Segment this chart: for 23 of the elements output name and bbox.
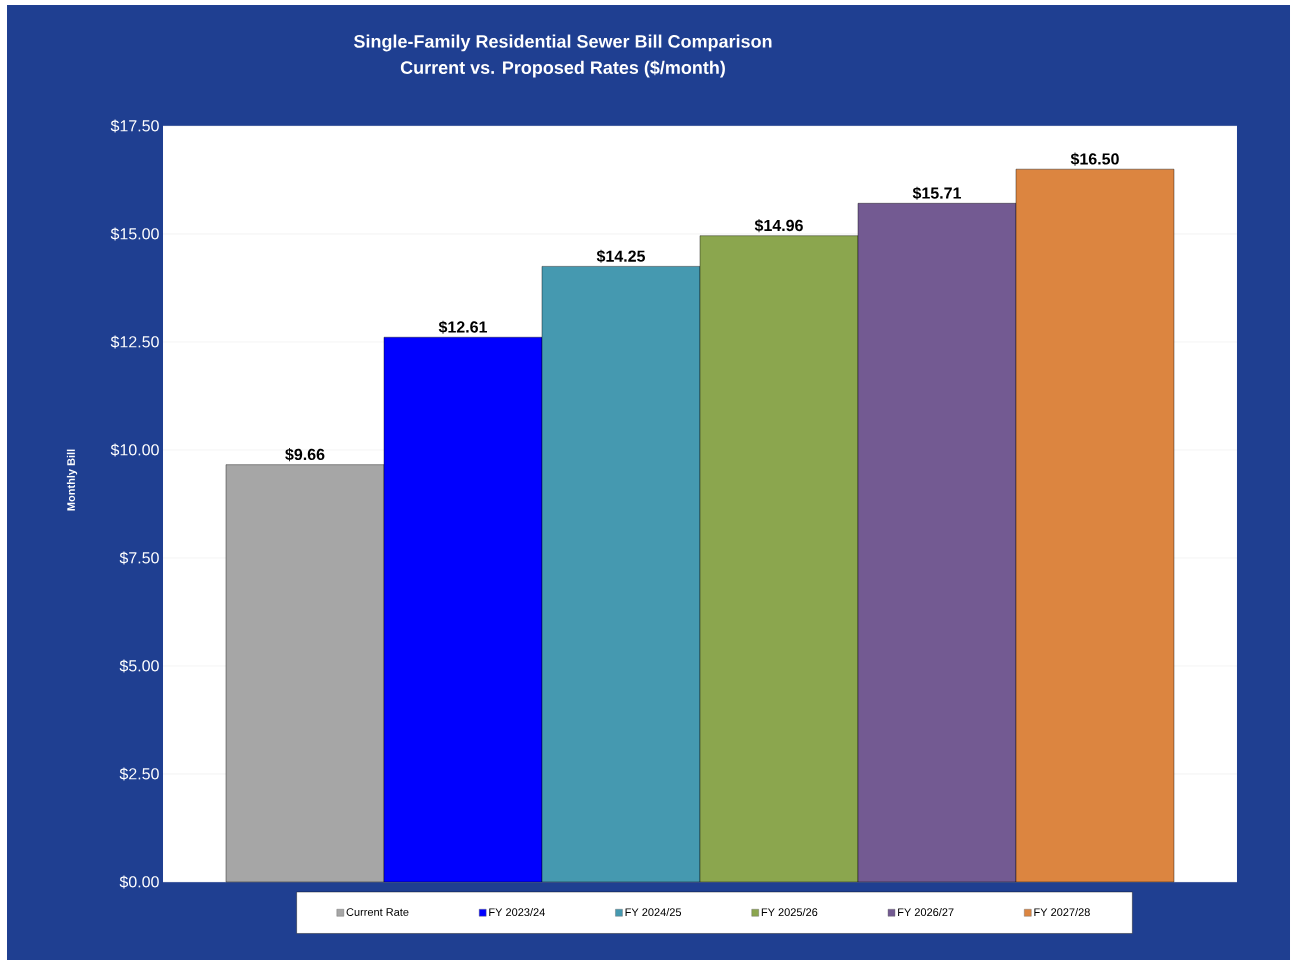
y-tick-label: $5.00: [119, 659, 159, 673]
y-tick-label: $7.50: [119, 551, 159, 565]
chart-subtitle: Current vs. Proposed Rates ($/month): [400, 60, 725, 78]
y-tick-label: $2.50: [119, 767, 159, 781]
data-label: $15.71: [912, 186, 962, 200]
y-tick-label: $15.00: [110, 227, 159, 241]
chart-title: Single-Family Residential Sewer Bill Comparison: [353, 34, 772, 52]
data-label: $16.50: [1070, 152, 1119, 166]
legend-label: FY 2026/27: [898, 908, 954, 917]
data-label: $14.96: [754, 219, 803, 233]
data-label: $12.61: [438, 320, 488, 334]
legend-label: FY 2027/28: [1034, 908, 1090, 917]
y-axis-title: Monthly Bill: [66, 449, 78, 511]
y-tick-label: $17.50: [110, 119, 159, 133]
y-tick-label: $10.00: [110, 443, 159, 457]
y-tick-label: $12.50: [110, 335, 159, 349]
legend-label: Current Rate: [346, 908, 409, 916]
data-label: $14.25: [596, 249, 646, 263]
data-label: $9.66: [285, 448, 325, 462]
legend-label: FY 2023/24: [489, 908, 545, 917]
y-tick-label: $0.00: [119, 875, 159, 889]
legend-label: FY 2024/25: [625, 908, 682, 917]
legend-label: FY 2025/26: [761, 908, 818, 917]
